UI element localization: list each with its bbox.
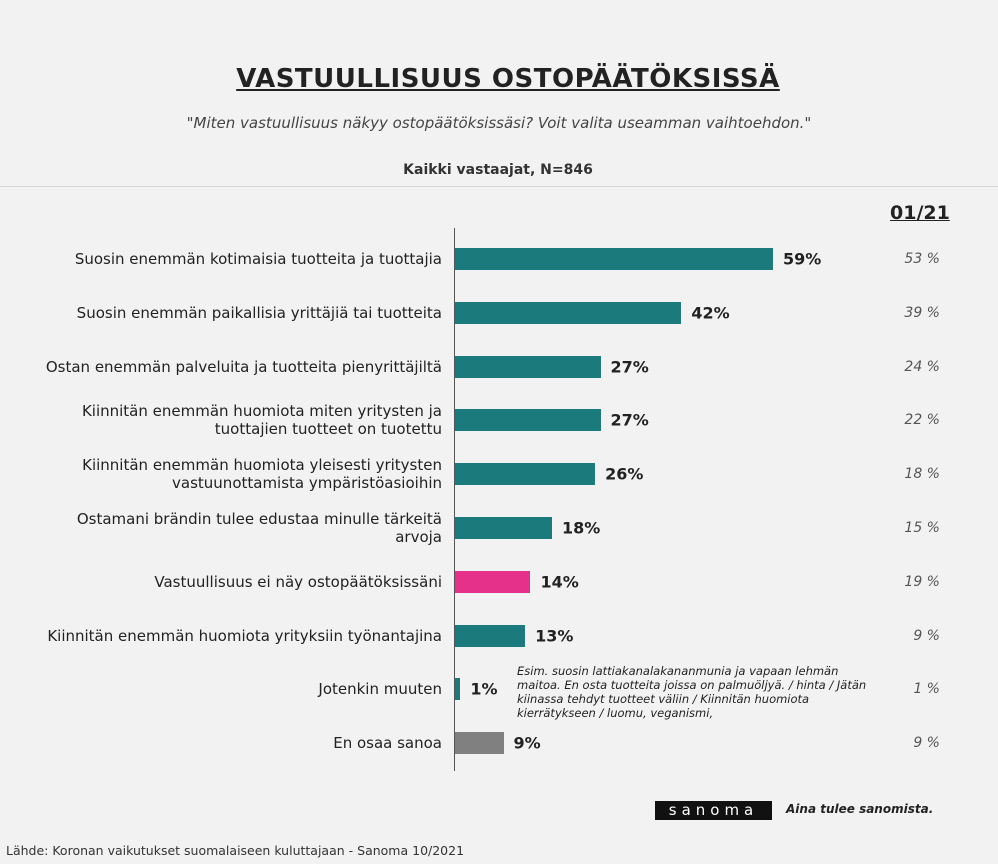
value-label: 9% xyxy=(513,733,541,753)
bar xyxy=(455,624,526,647)
category-label: Kiinnitän enemmän huomiota yleisesti yri… xyxy=(82,456,442,493)
axis-line xyxy=(454,228,455,771)
bar xyxy=(455,517,553,539)
bar xyxy=(455,248,773,270)
value-label: 1% xyxy=(470,679,498,699)
bar xyxy=(455,301,682,324)
annotation: Esim. suosin lattiakanalakananmunia ja v… xyxy=(517,664,867,720)
value-label: 26% xyxy=(605,464,644,484)
value-label: 14% xyxy=(540,572,579,592)
sample-base: Kaikki vastaajat, N=846 xyxy=(403,162,593,178)
separator xyxy=(0,186,998,187)
category-label: Ostan enemmän palveluita ja tuotteita pi… xyxy=(45,357,442,376)
comparison-value: 18 % xyxy=(904,466,940,483)
category-label: Suosin enemmän kotimaisia tuotteita ja t… xyxy=(74,250,442,268)
comparison-value: 9 % xyxy=(913,735,940,752)
value-label: 18% xyxy=(562,518,601,538)
comparison-value: 39 % xyxy=(904,304,940,321)
bar xyxy=(455,678,461,701)
category-label: En osaa sanoa xyxy=(333,734,442,753)
value-label: 42% xyxy=(691,303,730,323)
comparison-header: 01/21 xyxy=(890,202,950,224)
bar xyxy=(455,570,531,593)
comparison-value: 9 % xyxy=(913,627,940,644)
value-label: 59% xyxy=(783,249,822,269)
comparison-value: 1 % xyxy=(913,681,940,698)
category-label: Ostamani brändin tulee edustaa minulle t… xyxy=(76,510,442,546)
chart-title: VASTUULLISUUS OSTOPÄÄTÖKSISSÄ xyxy=(236,64,780,94)
category-label: Kiinnitän enemmän huomiota miten yrityst… xyxy=(81,402,442,439)
bar xyxy=(455,463,596,486)
comparison-value: 22 % xyxy=(904,412,940,429)
comparison-value: 15 % xyxy=(904,520,940,536)
bar xyxy=(455,409,601,432)
source: Lähde: Koronan vaikutukset suomalaiseen … xyxy=(6,843,465,858)
chart-subtitle: "Miten vastuullisuus näkyy ostopäätöksis… xyxy=(186,114,812,132)
comparison-value: 19 % xyxy=(904,573,940,590)
bar xyxy=(455,732,504,755)
comparison-value: 53 % xyxy=(904,251,940,267)
value-label: 27% xyxy=(610,357,649,377)
category-label: Kiinnitän enemmän huomiota yrityksiin ty… xyxy=(47,626,442,645)
value-label: 13% xyxy=(535,626,574,646)
bar xyxy=(455,355,601,378)
category-label: Vastuullisuus ei näy ostopäätöksissäni xyxy=(154,572,442,591)
category-label: Suosin enemmän paikallisia yrittäjiä tai… xyxy=(76,303,442,322)
category-label: Jotenkin muuten xyxy=(318,680,442,699)
tagline: Aina tulee sanomista. xyxy=(786,802,934,816)
logo: sanoma xyxy=(655,801,772,820)
value-label: 27% xyxy=(610,410,649,430)
comparison-value: 24 % xyxy=(904,358,940,375)
